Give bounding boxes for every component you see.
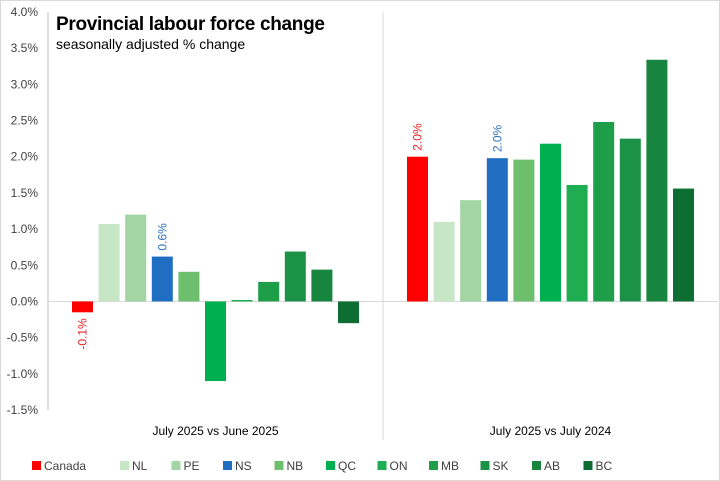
legend-label: MB xyxy=(441,459,459,473)
legend-label: NS xyxy=(235,459,252,473)
y-tick-label: 3.0% xyxy=(11,77,39,91)
bar-on xyxy=(231,300,253,302)
legend-swatch xyxy=(274,461,284,470)
bar-nl xyxy=(433,221,455,302)
legend-swatch xyxy=(480,461,490,470)
bar-nb xyxy=(178,271,200,302)
y-tick-label: -1.5% xyxy=(7,403,39,417)
legend-swatch xyxy=(223,461,232,470)
bar-mb xyxy=(593,121,615,302)
bar-ns xyxy=(151,256,173,302)
data-label: 2.0% xyxy=(411,123,425,151)
legend-swatch xyxy=(583,461,593,470)
bar-sk xyxy=(284,251,306,302)
bar-qc xyxy=(205,301,226,382)
bar-ns xyxy=(486,158,508,302)
legend-label: SK xyxy=(493,459,509,473)
bar-bc xyxy=(338,301,359,324)
legend-label: QC xyxy=(338,459,356,473)
bar-bc xyxy=(673,188,694,302)
legend-swatch xyxy=(429,461,438,470)
y-tick-label: 1.0% xyxy=(11,222,39,236)
legend-swatch xyxy=(377,461,387,470)
legend-label: ON xyxy=(390,459,408,473)
y-tick-label: 1.5% xyxy=(11,186,39,200)
y-tick-label: 0.0% xyxy=(11,294,39,308)
chart-subtitle: seasonally adjusted % change xyxy=(56,36,246,52)
bar-ab xyxy=(311,269,333,302)
bar-pe xyxy=(460,200,482,302)
legend-label: BC xyxy=(596,459,613,473)
legend-swatch xyxy=(32,461,41,470)
legend-swatch xyxy=(532,461,541,470)
y-tick-label: 2.0% xyxy=(11,150,39,164)
y-tick-label: 4.0% xyxy=(11,5,39,19)
legend-swatch xyxy=(326,461,335,470)
legend-label: Canada xyxy=(44,459,86,473)
bar-sk xyxy=(619,138,641,302)
legend-label: NB xyxy=(287,459,304,473)
bar-on xyxy=(566,184,588,302)
legend-swatch xyxy=(171,461,181,470)
y-tick-label: -0.5% xyxy=(7,331,39,345)
label-layer: -0.1% 0.6% 2.0% 2.0% xyxy=(76,123,505,350)
bar-nl xyxy=(98,224,120,302)
bar-ab xyxy=(646,59,668,302)
chart-title: Provincial labour force change xyxy=(56,14,325,35)
legend-label: AB xyxy=(544,459,560,473)
bar-nb xyxy=(513,159,535,302)
legend-label: NL xyxy=(132,459,148,473)
legend-label: PE xyxy=(184,459,200,473)
legend-swatch xyxy=(120,461,129,470)
data-label: 2.0% xyxy=(490,124,504,152)
x-category-label: July 2025 vs July 2024 xyxy=(490,424,612,438)
y-tick-label: -1.0% xyxy=(7,367,39,381)
data-label: -0.1% xyxy=(76,318,90,350)
y-tick-label: 2.5% xyxy=(11,114,39,128)
x-category-label: July 2025 vs June 2025 xyxy=(152,424,278,438)
bar-canada xyxy=(407,156,428,302)
bar-pe xyxy=(125,214,147,302)
bar-mb xyxy=(258,281,280,302)
y-tick-label: 0.5% xyxy=(11,258,39,272)
data-label: 0.6% xyxy=(155,223,169,251)
bar-layer xyxy=(72,59,694,382)
axis-layer: -1.5% -1.0% -0.5% 0.0% 0.5% 1.0% 1.5% 2.0% 2.5% 3… xyxy=(7,5,718,440)
bar-qc xyxy=(540,143,561,302)
legend-layer: Canada NL PE NS NB QC ON MB SK AB BC xyxy=(32,459,613,473)
y-tick-label: 3.5% xyxy=(11,41,39,55)
bar-canada xyxy=(72,301,93,313)
